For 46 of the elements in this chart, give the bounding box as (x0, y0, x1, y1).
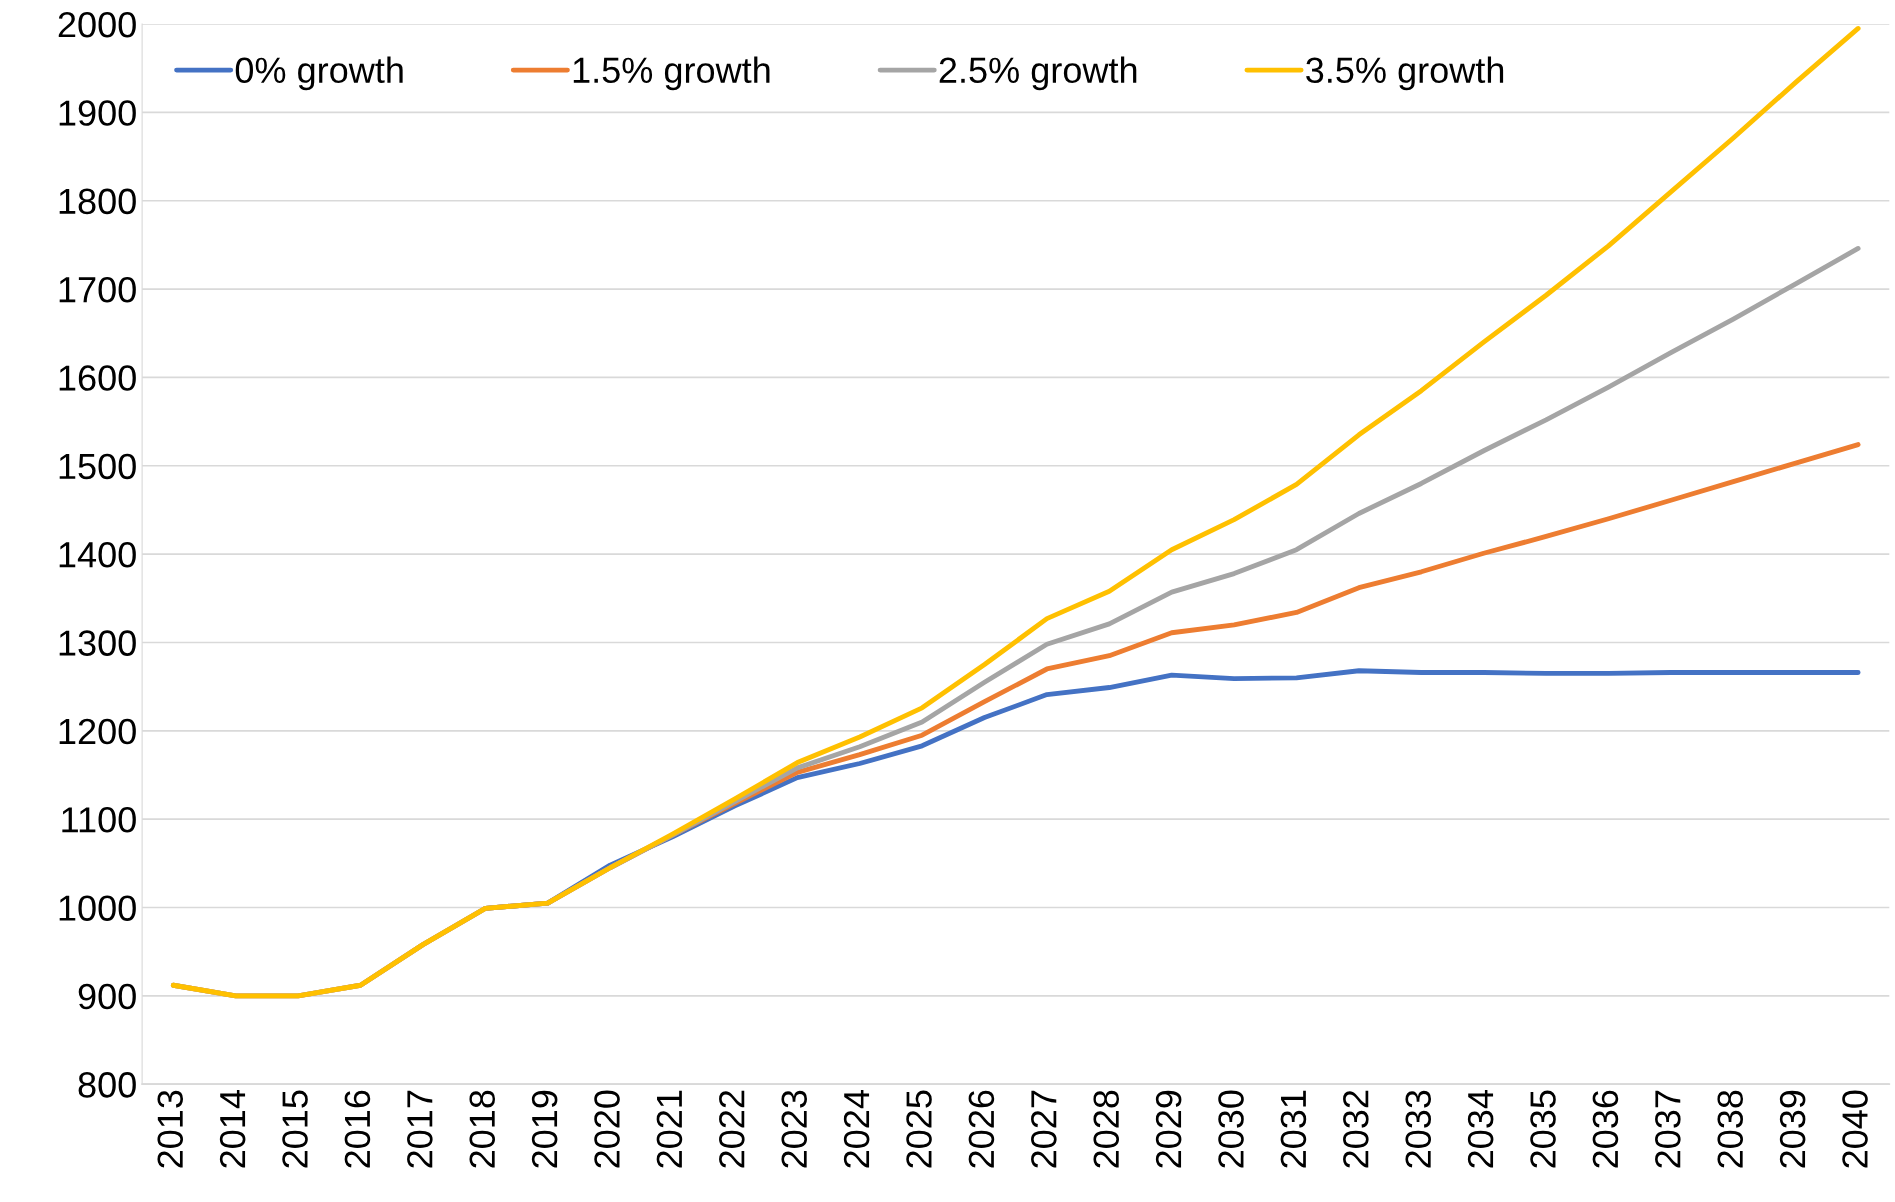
x-tick-label: 2033 (1405, 1090, 1432, 1168)
x-tick-label: 2015 (282, 1090, 308, 1168)
x-tick-label: 2023 (781, 1090, 808, 1168)
x-tick-label: 2025 (906, 1090, 932, 1168)
y-tick-label: 1400 (59, 541, 136, 568)
x-tick-label: 2036 (1592, 1090, 1619, 1168)
x-tick-label: 2016 (344, 1090, 371, 1168)
x-tick-label: 2028 (1093, 1090, 1120, 1168)
x-tick-label: 2030 (1218, 1090, 1244, 1168)
x-tick-label: 2039 (1779, 1090, 1806, 1168)
y-tick-label: 800 (78, 1072, 136, 1098)
x-tick-label: 2037 (1655, 1090, 1681, 1168)
legend-label: 2.5% growth (939, 56, 1137, 91)
y-tick-label: 1700 (59, 276, 136, 303)
x-tick-label: 2027 (1031, 1090, 1057, 1168)
x-tick-label: 2038 (1717, 1090, 1744, 1168)
y-tick-label: 2000 (58, 11, 136, 38)
y-tick-label: 1000 (59, 895, 136, 921)
y-tick-label: 1500 (59, 453, 136, 480)
x-tick-label: 2017 (407, 1090, 433, 1168)
x-tick-label: 2024 (843, 1090, 870, 1168)
x-tick-label: 2013 (157, 1090, 184, 1168)
x-tick-label: 2021 (656, 1090, 683, 1168)
x-tick-label: 2034 (1467, 1090, 1494, 1168)
y-tick-label: 1600 (59, 365, 136, 391)
x-tick-label: 2019 (531, 1090, 558, 1168)
legend-label: 3.5% growth (1306, 56, 1504, 91)
y-tick-label: 1900 (59, 100, 136, 126)
x-tick-label: 2032 (1343, 1090, 1369, 1168)
x-tick-label: 2029 (1155, 1090, 1182, 1168)
line-series (170, 26, 1861, 999)
x-tick-label: 2026 (968, 1090, 995, 1168)
x-tick-label: 2014 (219, 1090, 246, 1168)
x-tick-label: 2020 (594, 1090, 620, 1168)
y-tick-label: 900 (78, 983, 136, 1010)
y-tick-label: 1800 (59, 188, 136, 215)
x-tick-label: 2022 (719, 1090, 745, 1168)
y-tick-label: 1200 (59, 718, 136, 745)
x-tick-label: 2031 (1280, 1090, 1307, 1168)
legend-label: 1.5% growth (573, 56, 770, 91)
x-tick-label: 2018 (469, 1090, 496, 1168)
x-tick-label: 2035 (1530, 1090, 1556, 1168)
y-tick-label: 1300 (59, 630, 136, 656)
y-tick-label: 1100 (62, 807, 136, 833)
x-tick-label: 2040 (1842, 1090, 1868, 1168)
legend-label: 0% growth (235, 56, 403, 91)
